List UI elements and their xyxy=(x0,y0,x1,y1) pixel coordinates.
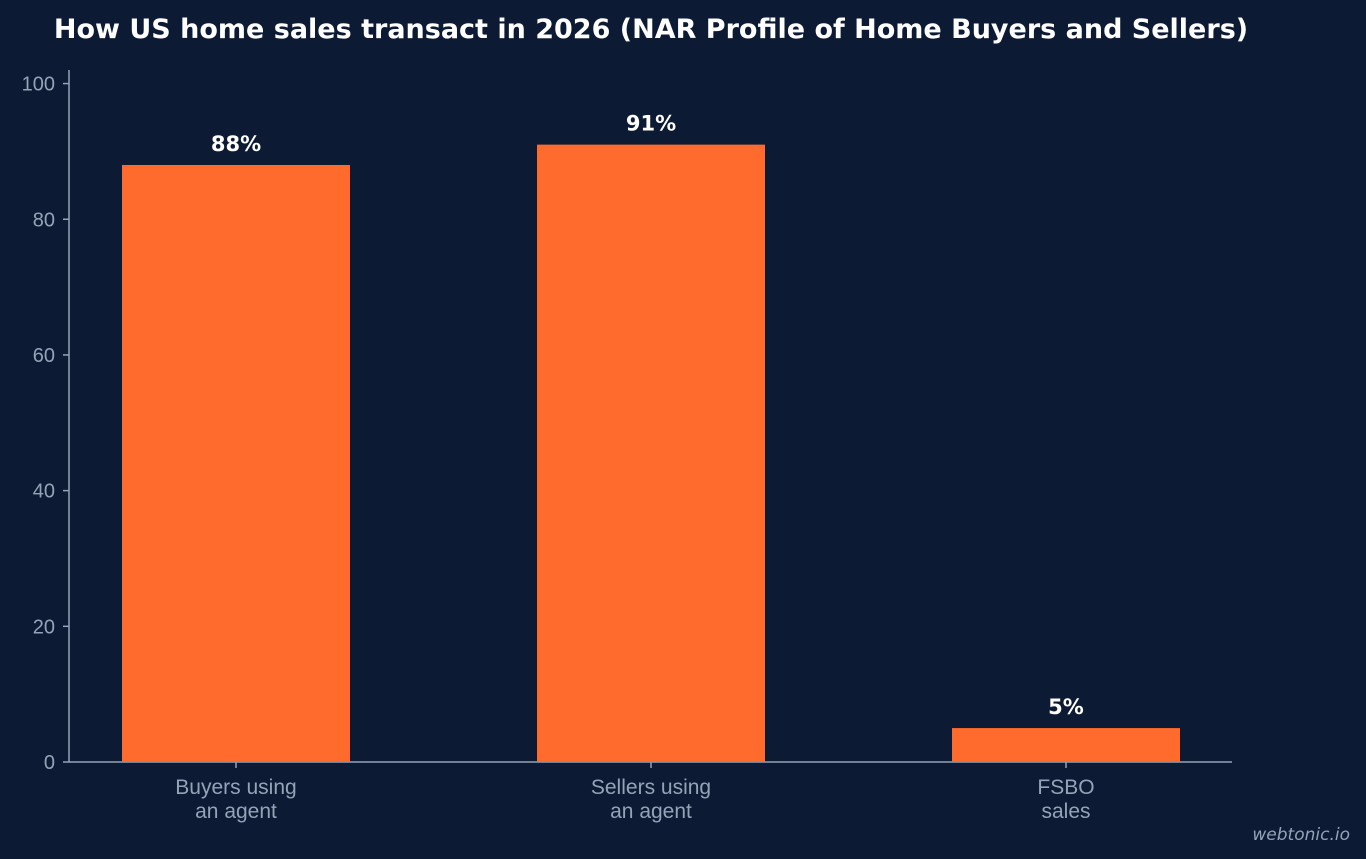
data-label: 91% xyxy=(626,112,676,136)
x-tick-label-line: Sellers using xyxy=(591,776,711,799)
bar xyxy=(952,728,1180,762)
x-tick-label-line: sales xyxy=(1041,800,1090,823)
y-tick-label: 100 xyxy=(22,74,55,96)
y-tick-label: 0 xyxy=(44,752,55,774)
x-tick-label-line: Buyers using xyxy=(175,776,296,799)
x-tick-label: Buyers using an agent xyxy=(175,776,296,823)
x-tick-label-line: an agent xyxy=(195,800,277,823)
chart-title: How US home sales transact in 2026 (NAR … xyxy=(54,14,1248,45)
y-axis: 0 20 40 60 80 100 xyxy=(22,70,70,774)
x-tick-label: FSBO sales xyxy=(1037,776,1094,823)
x-tick-label-line: FSBO xyxy=(1037,776,1094,799)
data-label: 88% xyxy=(211,132,261,156)
y-tick-label: 60 xyxy=(33,345,55,367)
y-tick-label: 20 xyxy=(33,616,55,638)
data-labels: 88% 91% 5% xyxy=(211,112,1084,719)
data-label: 5% xyxy=(1048,695,1084,719)
x-tick-label: Sellers using an agent xyxy=(591,776,711,823)
y-tick-label: 40 xyxy=(33,481,55,503)
y-tick-label: 80 xyxy=(33,209,55,231)
bar xyxy=(122,164,350,762)
watermark: webtonic.io xyxy=(1252,825,1350,845)
bars xyxy=(122,144,1180,763)
bar xyxy=(537,144,765,763)
x-tick-label-line: an agent xyxy=(610,800,692,823)
